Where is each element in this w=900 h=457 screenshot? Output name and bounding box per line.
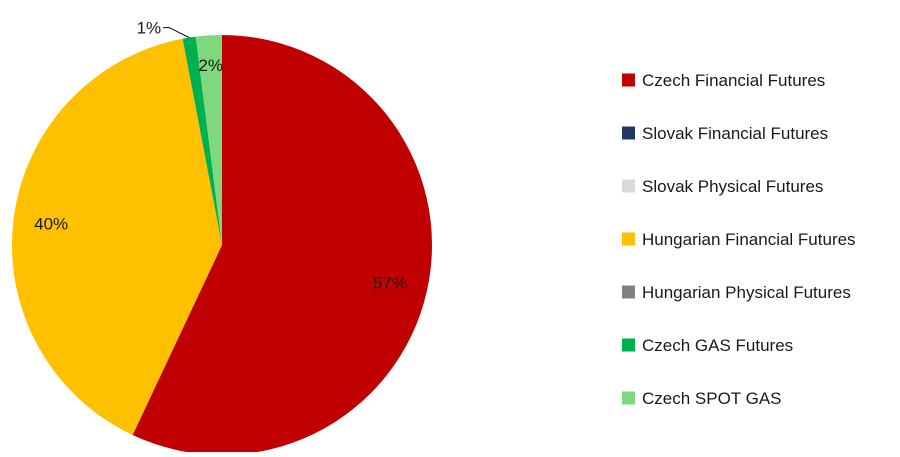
- pie-slice-hungarian-financial-futures: [11, 38, 222, 436]
- data-label-czech-financial-futures: 57%: [373, 274, 407, 293]
- pie-slice-czech-financial-futures: [132, 35, 432, 455]
- legend-label-czech-gas-futures: Czech GAS Futures: [642, 336, 793, 355]
- legend-item-slovak-financial-futures: Slovak Financial Futures: [622, 124, 828, 143]
- data-labels: 57% 40% 1% 2%: [34, 19, 407, 293]
- leader-lines: [163, 27, 190, 39]
- legend-swatch-hungarian-physical-futures: [622, 285, 635, 299]
- legend-label-slovak-financial-futures: Slovak Financial Futures: [642, 124, 828, 143]
- legend-label-czech-financial-futures: Czech Financial Futures: [642, 71, 825, 90]
- leader-line-czech-gas-futures: [163, 27, 190, 39]
- legend-item-czech-spot-gas: Czech SPOT GAS: [622, 389, 782, 408]
- data-label-czech-spot-gas: 2%: [198, 56, 223, 75]
- legend: Czech Financial Futures Slovak Financial …: [622, 71, 856, 408]
- legend-swatch-slovak-physical-futures: [622, 179, 635, 193]
- legend-label-hungarian-financial-futures: Hungarian Financial Futures: [642, 230, 856, 249]
- legend-item-hungarian-financial-futures: Hungarian Financial Futures: [622, 230, 856, 249]
- legend-swatch-hungarian-financial-futures: [622, 232, 635, 246]
- data-label-czech-gas-futures: 1%: [137, 19, 162, 38]
- legend-swatch-slovak-financial-futures: [622, 126, 635, 140]
- legend-swatch-czech-spot-gas: [622, 391, 635, 405]
- legend-swatch-czech-financial-futures: [622, 73, 635, 87]
- data-label-hungarian-financial-futures: 40%: [34, 214, 68, 233]
- legend-label-hungarian-physical-futures: Hungarian Physical Futures: [642, 283, 851, 302]
- legend-item-czech-financial-futures: Czech Financial Futures: [622, 71, 825, 90]
- legend-label-czech-spot-gas: Czech SPOT GAS: [642, 389, 782, 408]
- legend-item-hungarian-physical-futures: Hungarian Physical Futures: [622, 283, 851, 302]
- pie-slice-czech-spot-gas: [195, 35, 222, 245]
- legend-item-czech-gas-futures: Czech GAS Futures: [622, 336, 793, 355]
- legend-swatch-czech-gas-futures: [622, 338, 635, 352]
- pie-slices: [11, 35, 432, 455]
- legend-item-slovak-physical-futures: Slovak Physical Futures: [622, 177, 823, 196]
- legend-label-slovak-physical-futures: Slovak Physical Futures: [642, 177, 823, 196]
- pie-slice-czech-gas-futures: [182, 36, 222, 245]
